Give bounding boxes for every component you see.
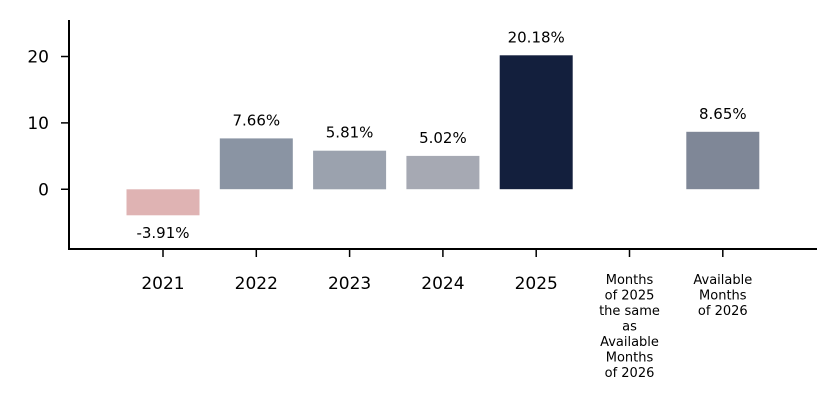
x-tick-label-line: Months: [606, 273, 654, 288]
x-tick-label-line: Months: [606, 351, 654, 366]
x-tick-label-line: as: [622, 320, 637, 335]
x-tick-label-2: 2023: [328, 274, 371, 294]
bar-6: [686, 131, 760, 190]
x-tick-label-line: 2022: [235, 274, 278, 294]
y-tick-label-20: 20: [27, 48, 49, 68]
y-tick-label-10: 10: [27, 114, 49, 134]
bar-3: [406, 155, 480, 190]
x-tick-label-line: Available: [693, 273, 752, 288]
data-labels-layer: -3.91% 7.66% 5.81% 5.02% 20.18% 8.65%: [136, 28, 746, 242]
bar-0: [126, 189, 200, 216]
x-tick-label-line: Months: [699, 289, 747, 304]
x-tick-label-line: of 2025: [605, 289, 655, 304]
data-label-6: 8.65%: [699, 105, 747, 123]
x-tick-label-5: Months of 2025 the same as Available Months of…: [599, 273, 660, 381]
data-label-4: 20.18%: [508, 28, 565, 46]
bars-layer: [126, 55, 760, 216]
y-tick-label-0: 0: [38, 180, 49, 200]
x-tick-label-line: 2023: [328, 274, 371, 294]
x-tick-label-line: of 2026: [605, 366, 655, 381]
x-tick-label-line: 2025: [515, 274, 558, 294]
bar-1: [219, 138, 293, 190]
data-label-0: -3.91%: [136, 224, 189, 242]
x-tick-label-4: 2025: [515, 274, 558, 294]
x-tick-label-0: 2021: [141, 274, 184, 294]
x-tick-label-line: 2024: [421, 274, 464, 294]
data-label-2: 5.81%: [326, 124, 374, 142]
x-tick-label-1: 2022: [235, 274, 278, 294]
data-label-1: 7.66%: [232, 111, 280, 129]
x-tick-label-6: Available Months of 2026: [693, 273, 752, 319]
bar-2: [313, 150, 387, 190]
data-label-3: 5.02%: [419, 129, 467, 147]
x-tick-label-line: of 2026: [698, 304, 748, 319]
bar-4: [499, 55, 573, 190]
x-tick-label-line: the same: [599, 304, 660, 319]
x-tick-label-3: 2024: [421, 274, 464, 294]
x-tick-label-line: Available: [600, 335, 659, 350]
x-tick-label-line: 2021: [141, 274, 184, 294]
